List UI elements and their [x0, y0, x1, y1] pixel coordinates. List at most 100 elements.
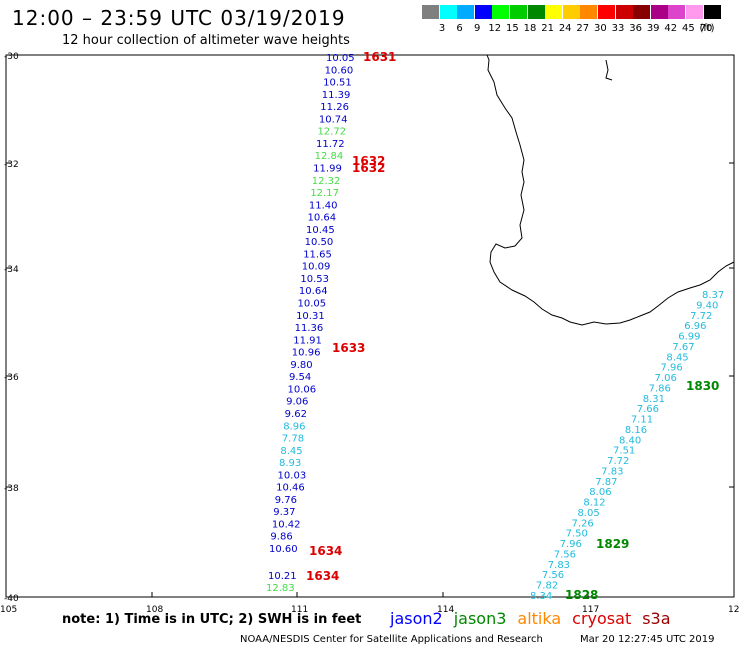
legend-label: 36 — [629, 23, 642, 34]
swh-value: 11.91 — [293, 335, 322, 346]
legend-label: 30 — [594, 23, 607, 34]
legend-swatch — [668, 5, 686, 19]
legend-unit: (ft) — [699, 23, 715, 34]
swh-value: 11.65 — [303, 249, 332, 260]
swh-value: 11.72 — [316, 139, 345, 150]
swh-value: 10.50 — [305, 237, 334, 248]
swh-value: 10.05 — [326, 53, 355, 64]
lon-label: 105 — [0, 605, 17, 615]
swh-value: 7.78 — [282, 434, 304, 445]
legend-swatch — [562, 5, 580, 19]
mission-jason3: jason3 — [453, 609, 507, 628]
swh-value: 10.42 — [272, 519, 301, 530]
mission-cryosat: cryosat — [572, 609, 632, 628]
swh-value: 7.06 — [655, 373, 677, 384]
lon-label: 111 — [291, 605, 308, 615]
legend-label: 27 — [576, 23, 590, 34]
legend-label: 9 — [474, 23, 481, 34]
pass-number: 1829 — [596, 537, 629, 551]
swh-value: 12.17 — [310, 188, 339, 199]
coastline — [486, 54, 735, 326]
swh-value: 7.66 — [637, 404, 659, 415]
swh-value: 8.45 — [280, 446, 302, 457]
legend-swatch — [457, 5, 475, 19]
lon-label: 120 — [728, 605, 740, 615]
legend-swatch — [686, 5, 703, 19]
lon-label: 108 — [146, 605, 163, 615]
swh-value: 10.03 — [278, 470, 307, 481]
swh-value: 7.56 — [542, 570, 564, 581]
swh-value: 8.45 — [666, 352, 688, 363]
swh-value: 7.83 — [548, 560, 570, 571]
swh-value: 10.31 — [296, 311, 325, 322]
swh-value: 8.31 — [643, 394, 665, 405]
pass-number: 1633 — [332, 341, 365, 355]
swh-value: 7.67 — [672, 342, 694, 353]
lat-label: -36 — [4, 373, 19, 383]
legend-swatch — [633, 5, 651, 19]
legend-label: 15 — [506, 23, 519, 34]
swh-value: 10.74 — [319, 114, 348, 125]
track-b-values: 8.379.407.726.966.997.678.457.967.067.86… — [530, 290, 724, 602]
swh-value: 11.26 — [320, 102, 349, 113]
legend-label: 39 — [646, 23, 660, 34]
swh-value: 10.51 — [323, 78, 352, 89]
swh-value: 10.64 — [299, 286, 328, 297]
swh-value: 11.99 — [313, 163, 342, 174]
legend-label: 24 — [558, 23, 572, 34]
swh-value: 12.32 — [312, 176, 341, 187]
legend-swatch — [598, 5, 615, 19]
legend-label: 18 — [523, 23, 537, 34]
pass-number: 1634 — [306, 569, 339, 583]
swh-value: 9.06 — [286, 397, 308, 408]
swh-value: 10.53 — [300, 274, 329, 285]
mission-legend: jason2 jason3 altika cryosat s3a — [390, 609, 682, 628]
legend-label: 21 — [541, 23, 554, 34]
swh-value: 9.86 — [270, 532, 292, 543]
swh-value: 9.76 — [275, 495, 297, 506]
swh-value: 7.87 — [595, 477, 617, 488]
swh-value: 8.34 — [530, 591, 552, 602]
swh-value: 10.06 — [288, 384, 317, 395]
swh-value: 8.06 — [589, 487, 611, 498]
pass-number: 1632 — [352, 154, 385, 168]
swh-value: 12.72 — [317, 127, 346, 138]
footnote: note: 1) Time is in UTC; 2) SWH is in fe… — [62, 612, 362, 627]
legend-swatch — [703, 5, 721, 19]
lat-label: -30 — [4, 52, 19, 62]
swh-value: 7.82 — [536, 581, 558, 592]
legend-swatch — [650, 5, 668, 19]
legend-label: 42 — [664, 23, 678, 34]
pass-number: 1634 — [309, 544, 342, 558]
legend-label: 3 — [438, 23, 446, 34]
map-subtitle: 12 hour collection of altimeter wave hei… — [62, 33, 350, 48]
swh-value: 7.96 — [660, 363, 682, 374]
legend-label: 70 — [699, 23, 713, 34]
swh-value: 11.40 — [309, 200, 338, 211]
swh-value: 7.56 — [554, 549, 576, 560]
swh-value: 12.84 — [315, 151, 344, 162]
lat-label: -34 — [4, 265, 19, 275]
swh-value: 8.93 — [279, 458, 301, 469]
legend-swatch — [439, 5, 457, 19]
lon-label: 114 — [437, 605, 454, 615]
swh-value: 10.05 — [298, 299, 327, 310]
swh-value: 7.83 — [601, 466, 623, 477]
legend-label: 45 — [682, 23, 695, 34]
swh-value: 6.96 — [684, 321, 706, 332]
mission-jason2: jason2 — [390, 609, 443, 628]
swh-value: 7.96 — [560, 539, 582, 550]
mission-altika: altika — [517, 609, 562, 628]
swh-value: 9.37 — [273, 507, 295, 518]
swh-value: 10.60 — [325, 65, 354, 76]
swh-value: 7.72 — [690, 311, 712, 322]
swh-value: 9.80 — [290, 360, 312, 371]
mission-s3a: s3a — [642, 609, 671, 628]
legend-swatch — [474, 5, 492, 19]
swh-value: 9.62 — [285, 409, 307, 420]
legend-swatch — [615, 5, 633, 19]
swh-value: 7.51 — [613, 446, 635, 457]
pass-number: 1631 — [363, 50, 396, 64]
